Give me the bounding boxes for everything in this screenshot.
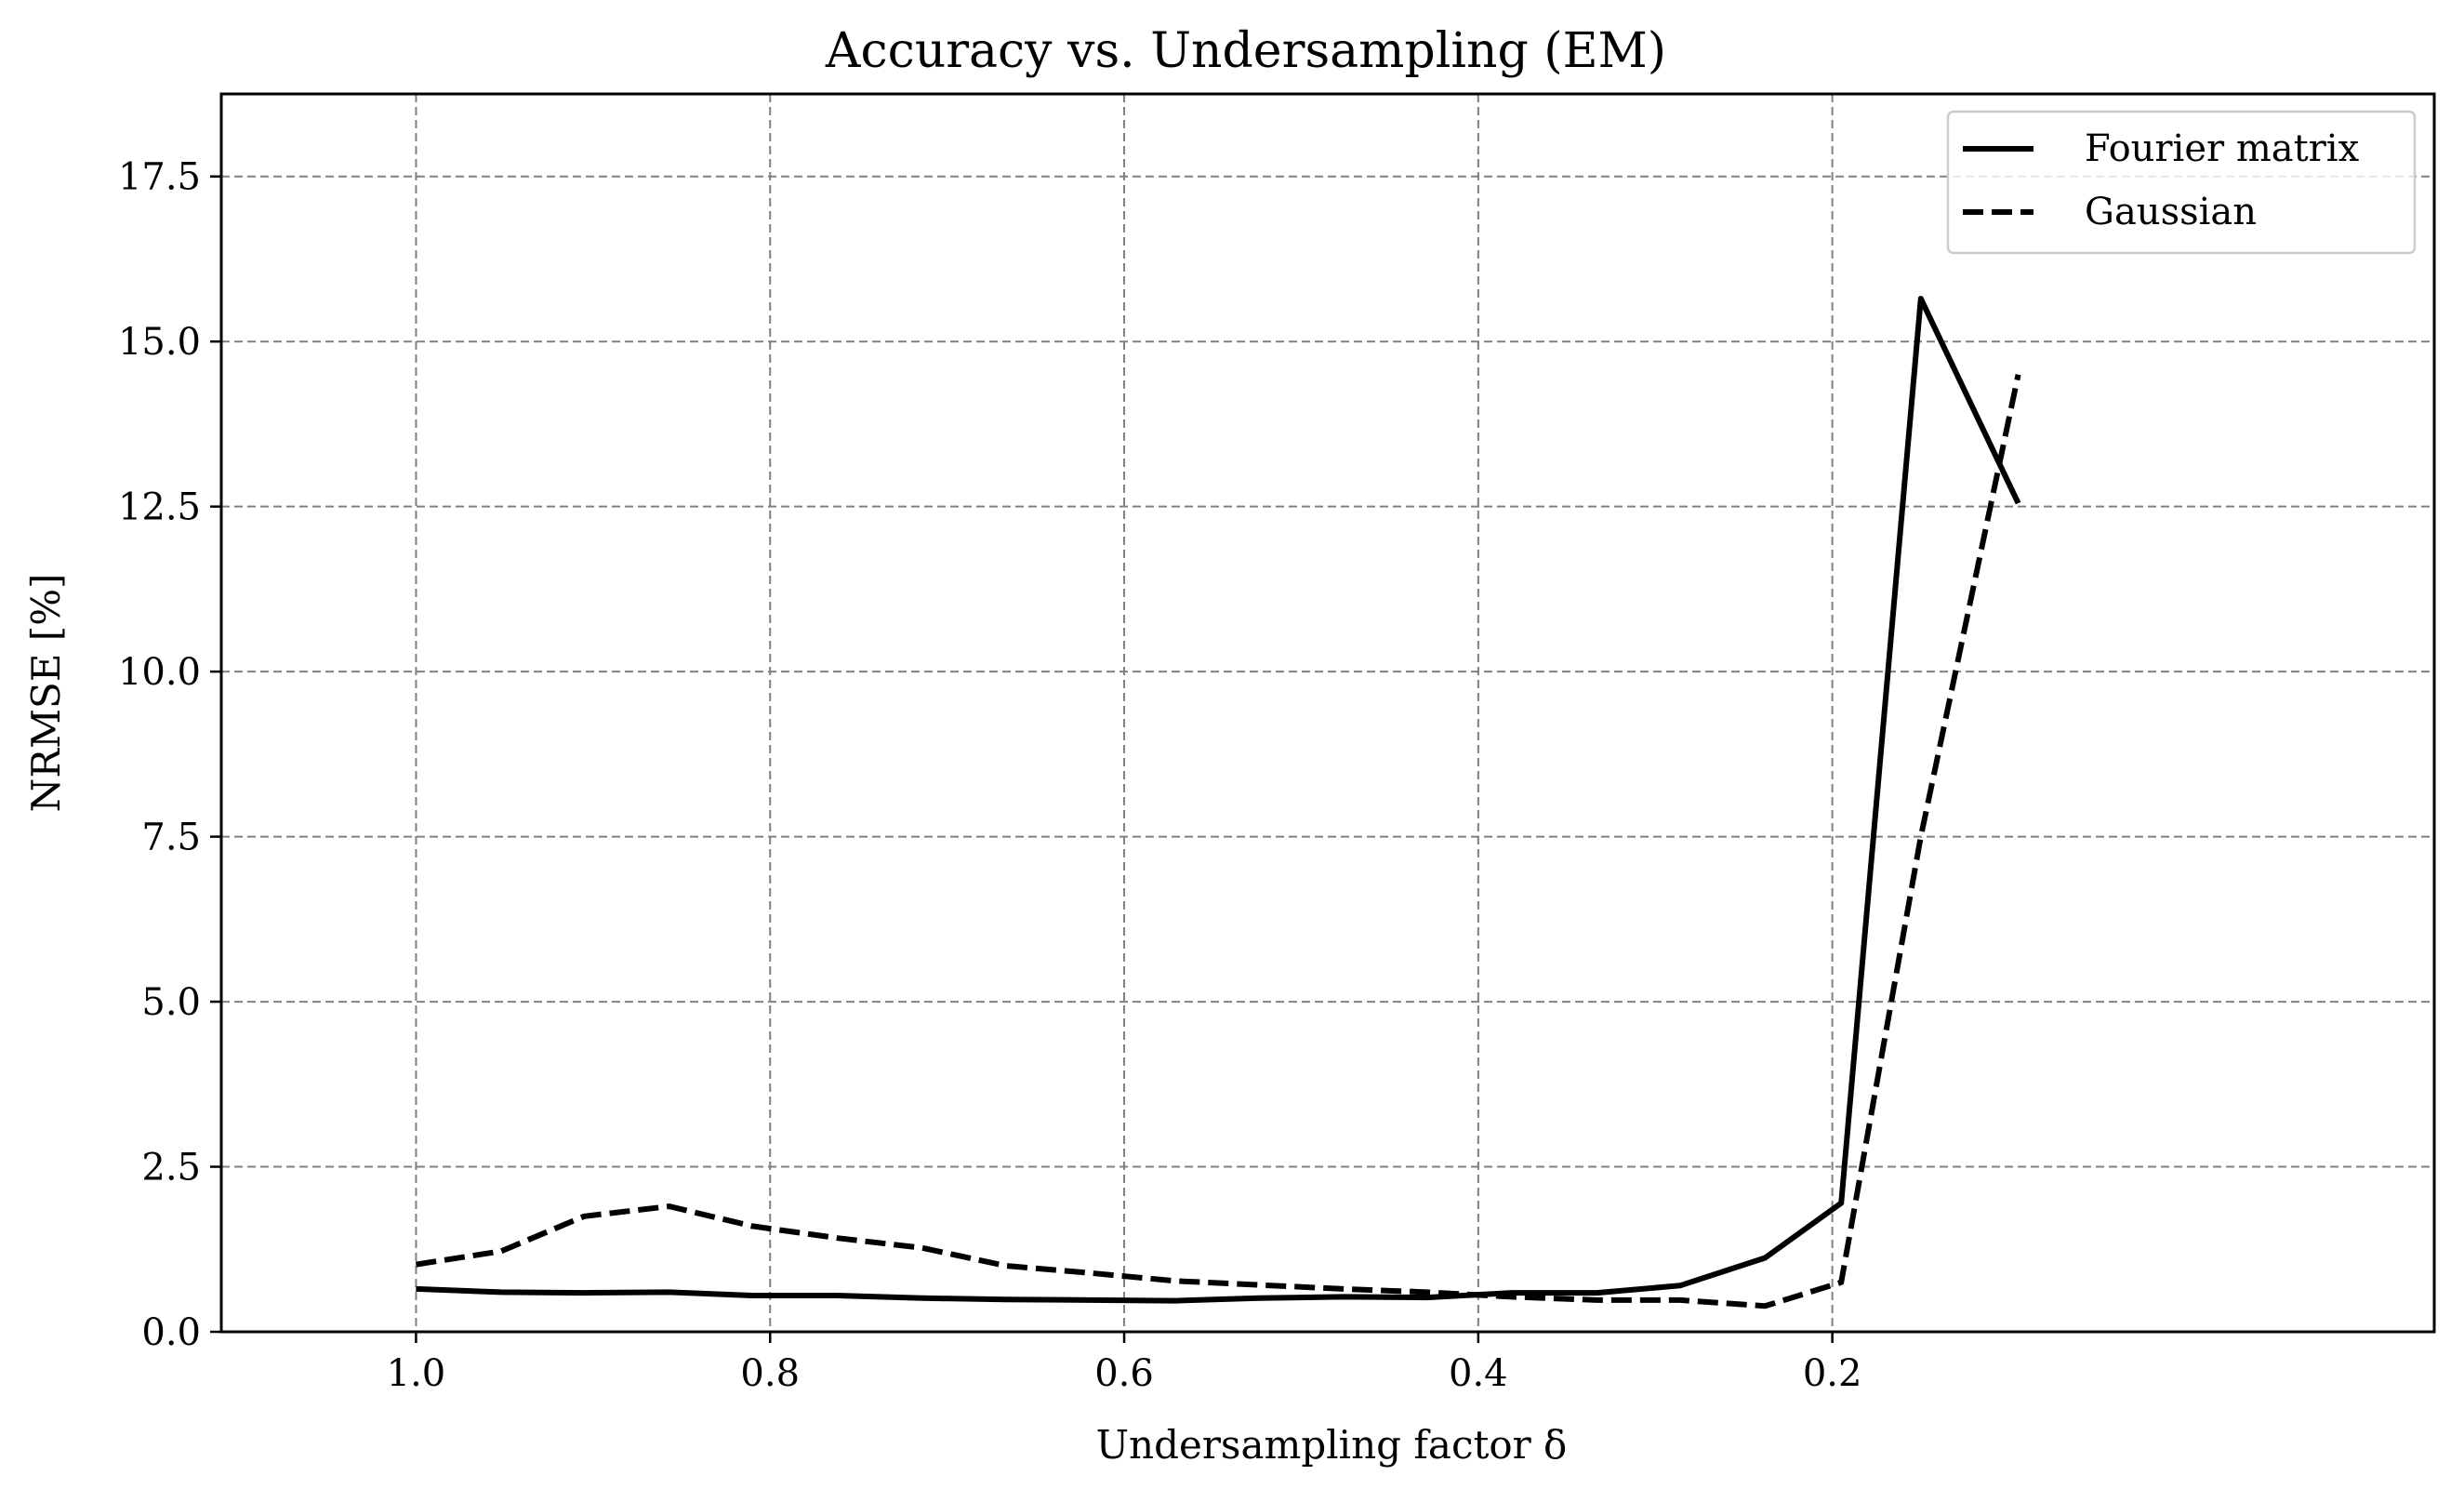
- y-tick-label: 5.0: [141, 981, 201, 1024]
- x-tick-label: 0.8: [740, 1352, 800, 1395]
- legend: Fourier matrix Gaussian: [1946, 110, 2417, 255]
- y-axis-ticks: 0.0 2.5 5.0 7.5 10.0 12.5 15.0 17.5: [118, 156, 221, 1354]
- y-tick-label: 17.5: [118, 156, 201, 199]
- y-tick-label: 12.5: [118, 486, 201, 529]
- series-line-fourier-matrix: [416, 296, 2021, 1304]
- x-axis-title: Undersampling factor δ: [1096, 1422, 1568, 1468]
- plot-series: [415, 296, 2021, 1309]
- x-tick-label: 1.0: [387, 1352, 446, 1395]
- series-line-gaussian: [415, 374, 2021, 1309]
- grid-lines: [221, 94, 2434, 1332]
- y-tick-label: 0.0: [141, 1311, 201, 1354]
- x-tick-label: 0.4: [1449, 1352, 1508, 1395]
- y-tick-label: 15.0: [118, 321, 201, 364]
- x-axis-ticks: 1.0 0.8 0.6 0.4 0.2: [387, 1332, 1862, 1395]
- y-tick-label: 10.0: [118, 651, 201, 694]
- legend-box: [1946, 110, 2417, 255]
- plot-frame: [219, 92, 2436, 1334]
- y-tick-label: 2.5: [141, 1147, 201, 1190]
- x-tick-label: 0.2: [1803, 1352, 1862, 1395]
- x-tick-label: 0.6: [1094, 1352, 1154, 1395]
- legend-label-gaussian: Gaussian: [2085, 191, 2257, 233]
- y-tick-label: 7.5: [141, 817, 201, 859]
- y-axis-title: NRMSE [%]: [23, 574, 69, 813]
- legend-label-fourier-matrix: Fourier matrix: [2085, 127, 2360, 170]
- chart-title: Accuracy vs. Undersampling (EM): [825, 23, 1666, 79]
